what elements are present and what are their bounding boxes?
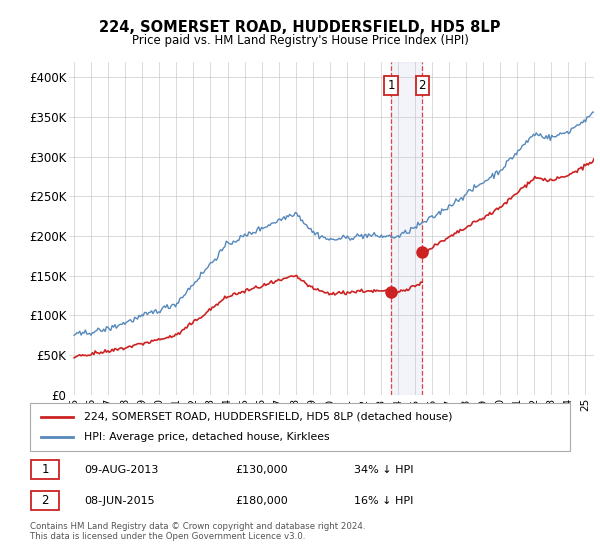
Text: 34% ↓ HPI: 34% ↓ HPI — [354, 465, 413, 475]
Text: 224, SOMERSET ROAD, HUDDERSFIELD, HD5 8LP: 224, SOMERSET ROAD, HUDDERSFIELD, HD5 8L… — [99, 20, 501, 35]
Text: 16% ↓ HPI: 16% ↓ HPI — [354, 496, 413, 506]
Text: 2: 2 — [41, 494, 49, 507]
Text: HPI: Average price, detached house, Kirklees: HPI: Average price, detached house, Kirk… — [84, 432, 329, 442]
Text: Price paid vs. HM Land Registry's House Price Index (HPI): Price paid vs. HM Land Registry's House … — [131, 34, 469, 46]
Text: 2: 2 — [419, 79, 426, 92]
Text: 08-JUN-2015: 08-JUN-2015 — [84, 496, 155, 506]
Bar — [391, 62, 422, 395]
Text: £180,000: £180,000 — [235, 496, 288, 506]
Text: £130,000: £130,000 — [235, 465, 288, 475]
Text: 1: 1 — [388, 79, 395, 92]
Text: 09-AUG-2013: 09-AUG-2013 — [84, 465, 158, 475]
Text: Contains HM Land Registry data © Crown copyright and database right 2024.
This d: Contains HM Land Registry data © Crown c… — [30, 522, 365, 542]
Bar — [31, 460, 59, 479]
Text: 224, SOMERSET ROAD, HUDDERSFIELD, HD5 8LP (detached house): 224, SOMERSET ROAD, HUDDERSFIELD, HD5 8L… — [84, 412, 452, 422]
Text: 1: 1 — [41, 463, 49, 476]
Bar — [31, 491, 59, 510]
